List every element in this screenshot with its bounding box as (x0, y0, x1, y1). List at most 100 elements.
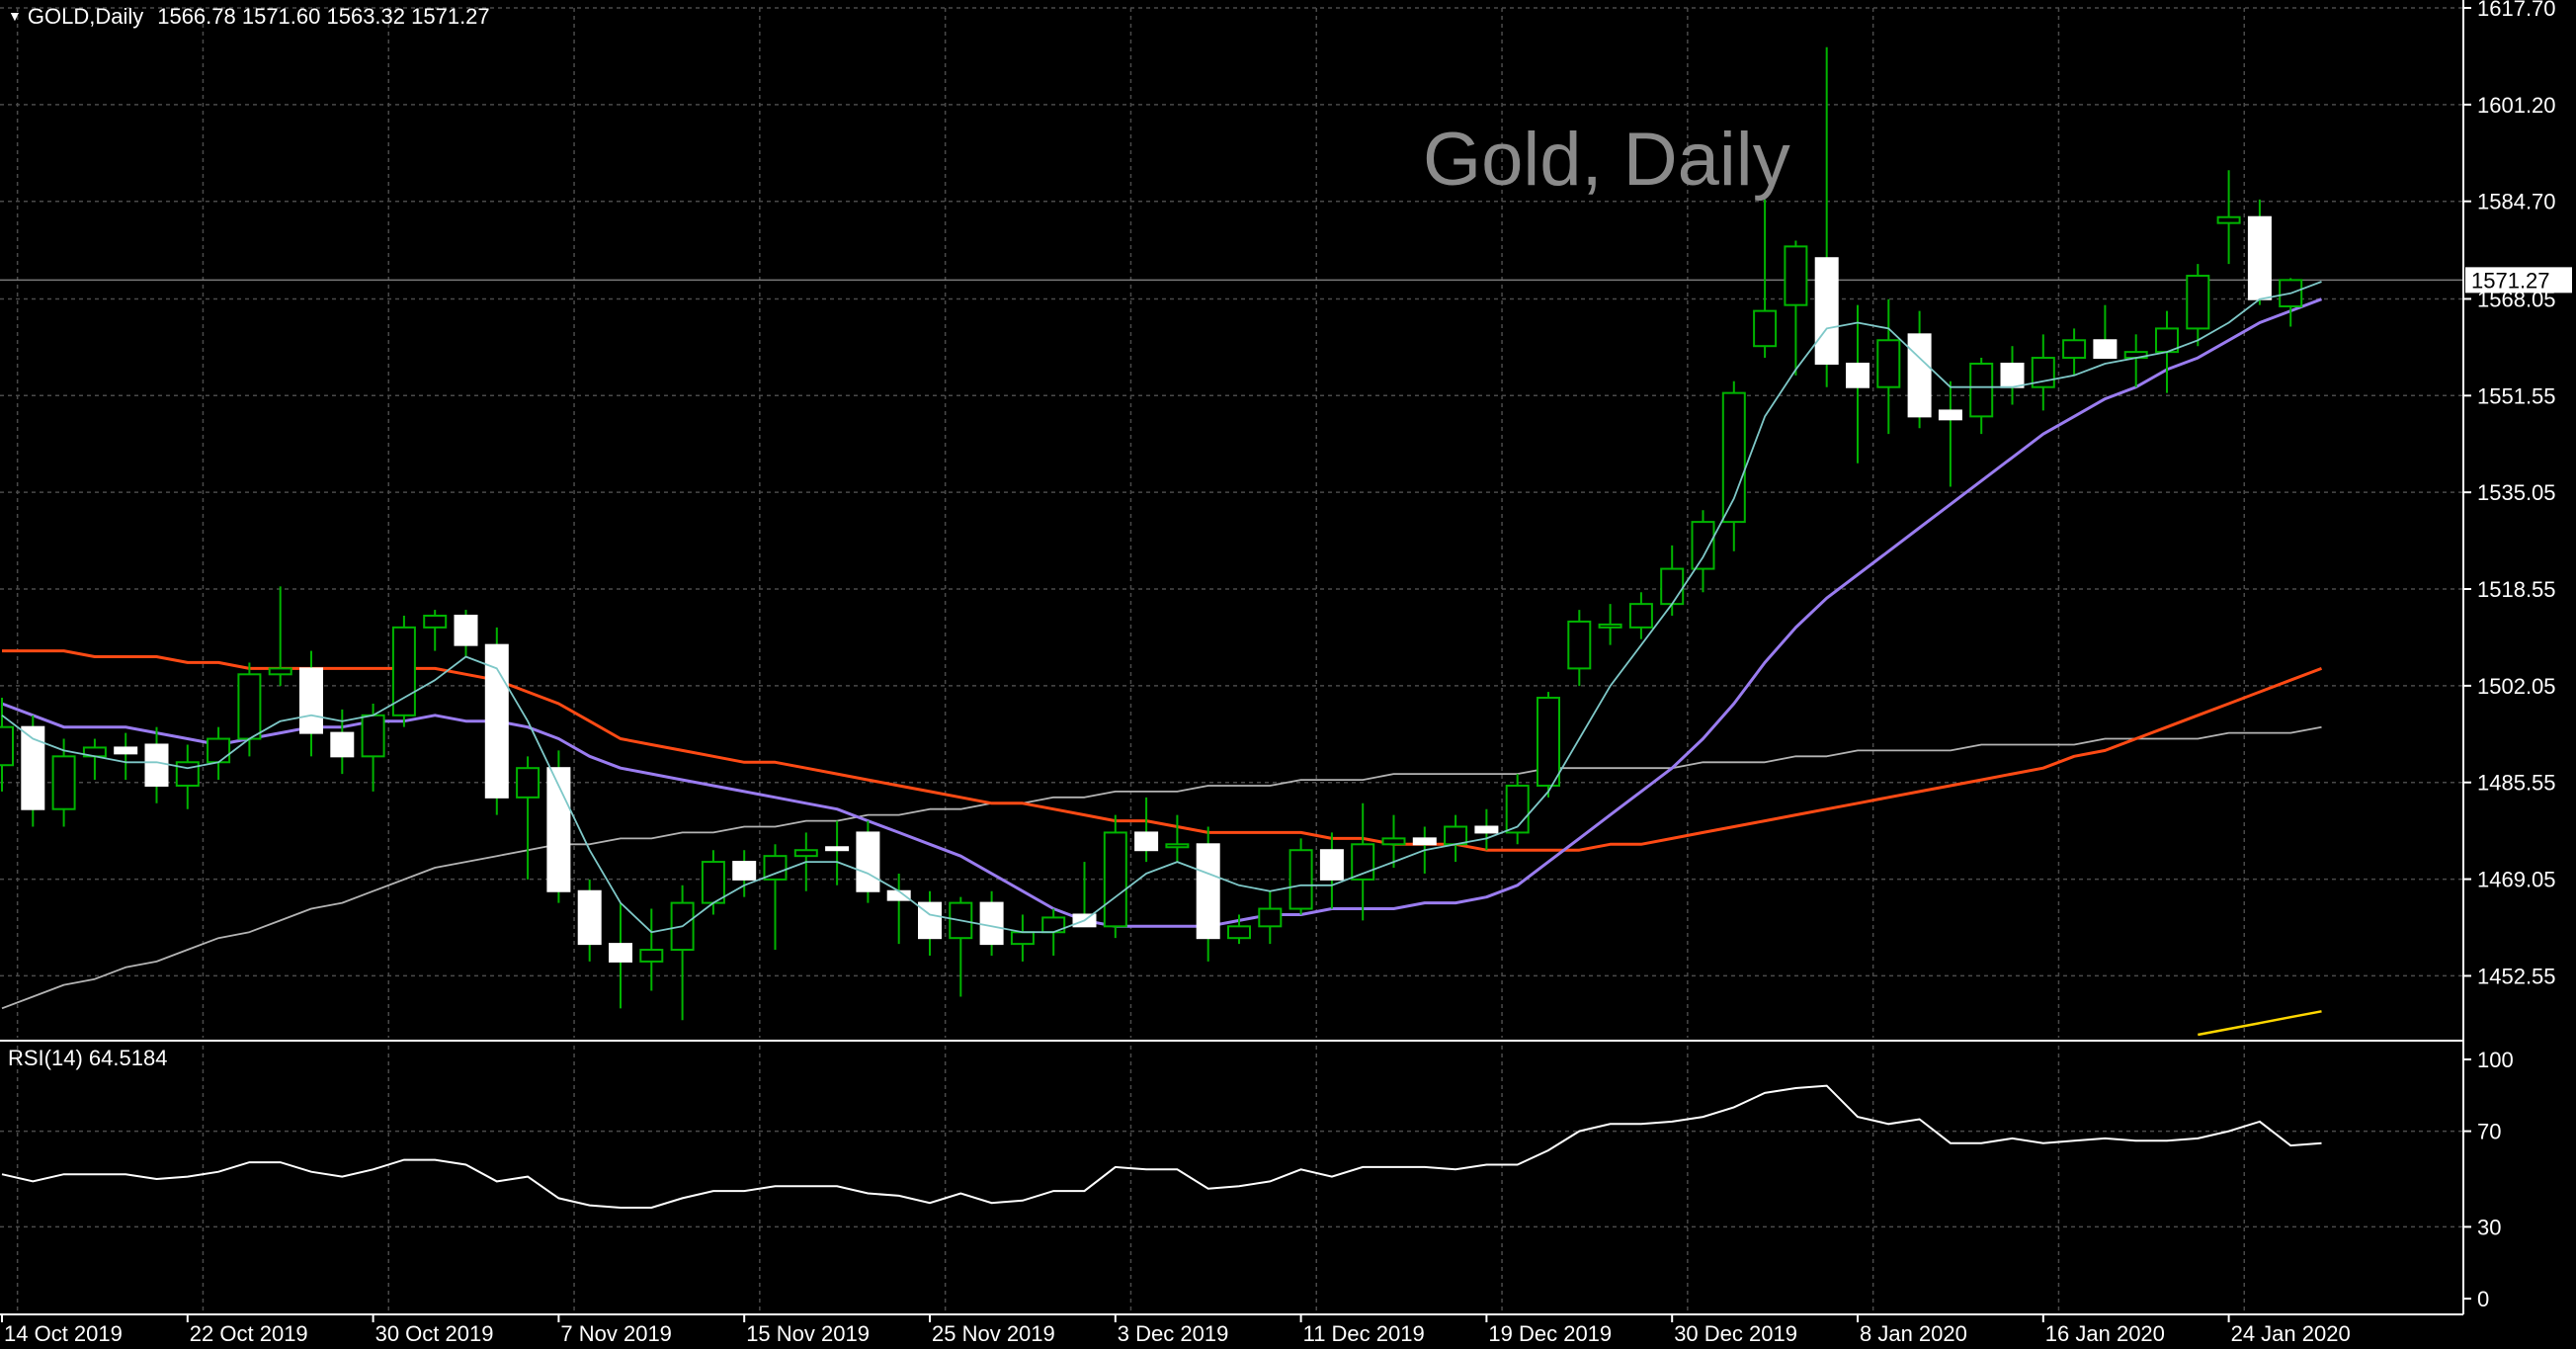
candlesticks (0, 46, 2303, 1021)
candle-bull (1598, 623, 1622, 629)
candle-bull (1567, 620, 1592, 670)
candle-bull (1258, 907, 1283, 928)
price-tick-label: 1584.70 (2477, 190, 2556, 214)
candle-bear (1134, 831, 1159, 852)
candle-bear (454, 614, 478, 646)
price-tick-label: 1551.55 (2477, 383, 2556, 408)
grid (0, 7, 2463, 1314)
rsi-line (1, 1084, 2322, 1209)
candle-bull (1165, 843, 1190, 849)
price-tick-label: 1502.05 (2477, 674, 2556, 699)
date-tick-label: 14 Oct 2019 (4, 1321, 123, 1346)
candle-bull (763, 855, 788, 881)
date-tick-label: 22 Oct 2019 (190, 1321, 308, 1346)
candle-bull (1628, 603, 1653, 629)
candle-bull (2062, 339, 2087, 360)
candle-bull (1660, 567, 1685, 606)
candle-bear (484, 643, 509, 799)
candle-bull (701, 861, 725, 904)
candle-bull (1691, 521, 1715, 570)
current-price-label: 1571.27 (2471, 268, 2550, 293)
candle-bear (144, 743, 169, 787)
rsi-tick-label: 30 (2477, 1215, 2501, 1239)
candle-bull (639, 949, 664, 963)
candle-bear (918, 901, 942, 940)
candle-bear (21, 725, 45, 810)
candle-bull (51, 755, 76, 810)
candle-bull (1537, 697, 1560, 787)
candle-bull (0, 725, 14, 767)
candle-bull (1227, 925, 1251, 940)
date-tick-label: 25 Nov 2019 (932, 1321, 1055, 1346)
date-tick-label: 11 Dec 2019 (1303, 1321, 1425, 1346)
candle-bull (361, 714, 385, 758)
candle-bear (1907, 333, 1932, 418)
candle-bull (175, 761, 200, 787)
series-lines-front (1, 281, 2322, 1037)
ma-mid-line (1, 297, 2323, 928)
candle-bull (793, 849, 818, 858)
candle-bull (516, 767, 540, 799)
candle-bear (979, 901, 1004, 946)
candle-bull (1753, 309, 1778, 348)
candle-bear (1196, 843, 1220, 940)
date-tick-label: 30 Oct 2019 (375, 1321, 494, 1346)
candle-bull (1784, 245, 1808, 306)
candle-bull (1010, 931, 1035, 946)
candle-bear (886, 889, 911, 901)
candle-bear (609, 943, 632, 963)
ma-fast-line (1, 281, 2322, 934)
candle-bear (330, 731, 355, 758)
candle-bear (1412, 837, 1437, 846)
candle-bull (1721, 391, 1746, 524)
candle-bull (1103, 831, 1127, 928)
candle-bull (1444, 825, 1468, 846)
candle-bull (268, 667, 292, 676)
price-tick-label: 1617.70 (2477, 0, 2556, 21)
price-tick-label: 1518.55 (2477, 577, 2556, 602)
candle-bear (732, 861, 757, 881)
chart-watermark: Gold, Daily (1423, 118, 1790, 202)
rsi-tick-label: 70 (2477, 1120, 2501, 1144)
candle-bull (423, 614, 448, 629)
candle-bear (825, 846, 850, 852)
candle-bull (1381, 837, 1406, 846)
rsi-panel (1, 1084, 2322, 1209)
date-tick-label: 16 Jan 2020 (2045, 1321, 2165, 1346)
candle-bear (856, 831, 880, 892)
candle-bull (237, 673, 262, 740)
date-tick-label: 15 Nov 2019 (746, 1321, 870, 1346)
candle-bull (1969, 362, 1994, 418)
candle-bull (391, 626, 416, 717)
candle-bear (2247, 215, 2272, 300)
date-tick-label: 7 Nov 2019 (560, 1321, 672, 1346)
date-tick-label: 3 Dec 2019 (1118, 1321, 1229, 1346)
date-tick-label: 19 Dec 2019 (1488, 1321, 1612, 1346)
rsi-tick-label: 0 (2477, 1287, 2489, 1311)
candle-bear (1319, 849, 1344, 881)
date-tick-label: 24 Jan 2020 (2231, 1321, 2351, 1346)
candle-bear (1938, 409, 1962, 421)
candle-bear (577, 889, 602, 946)
price-tick-label: 1601.20 (2477, 93, 2556, 118)
candle-bull (2186, 275, 2210, 330)
candle-bear (1846, 362, 1870, 388)
rsi-label: RSI(14) 64.5184 (8, 1046, 168, 1070)
candle-bear (299, 667, 323, 734)
price-tick-label: 1452.55 (2477, 964, 2556, 988)
chart-header: ▼ GOLD,Daily 1566.78 1571.60 1563.32 1571.… (8, 4, 490, 30)
ohlc-values: 1566.78 1571.60 1563.32 1571.27 (157, 4, 490, 29)
price-tick-label: 1535.05 (2477, 480, 2556, 505)
candle-bear (1814, 257, 1839, 365)
price-tick-label: 1469.05 (2477, 868, 2556, 892)
symbol-menu-icon[interactable]: ▼ (8, 8, 22, 24)
candle-bear (2093, 339, 2118, 360)
date-tick-label: 30 Dec 2019 (1674, 1321, 1797, 1346)
candle-bull (2216, 215, 2241, 224)
candle-bear (1474, 825, 1499, 834)
symbol-label[interactable]: GOLD,Daily (27, 4, 144, 29)
ma-slow-line (2, 649, 2323, 852)
price-tick-label: 1485.55 (2477, 771, 2556, 796)
